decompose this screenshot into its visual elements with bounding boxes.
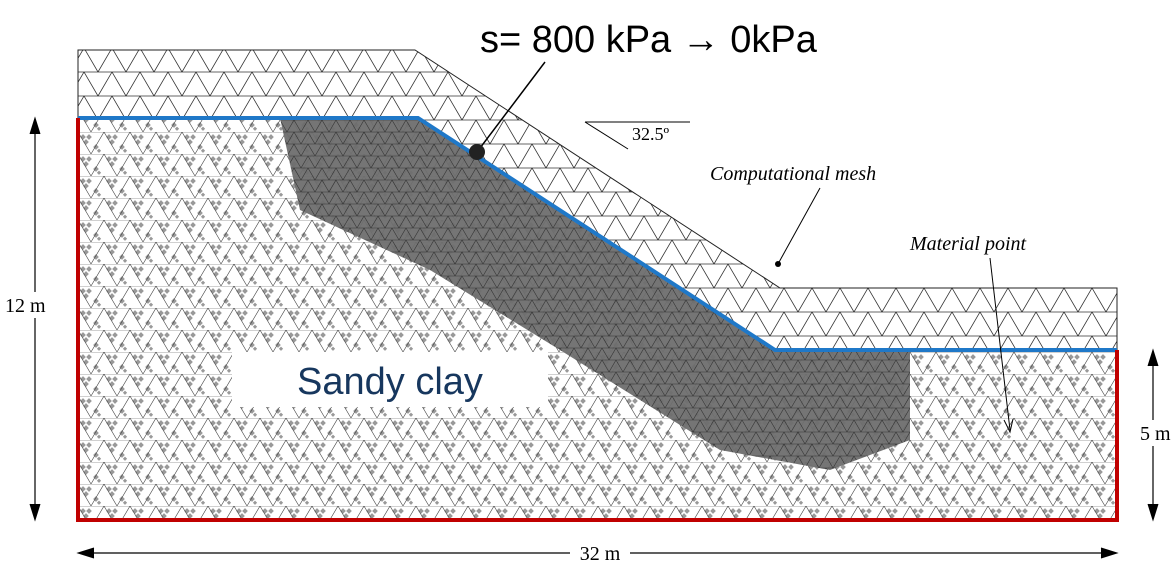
material-label: Sandy clay bbox=[297, 361, 483, 403]
dim-bottom-label: 32 m bbox=[580, 543, 621, 565]
slope-diagram: s= 800 kPa → 0kPa 32.5º Computational me… bbox=[0, 0, 1173, 566]
mesh-label: Computational mesh bbox=[710, 163, 876, 185]
angle-leg bbox=[585, 122, 628, 149]
point-label: Material point bbox=[909, 233, 1027, 255]
load-point bbox=[469, 144, 485, 160]
dim-right-label: 5 m bbox=[1140, 423, 1171, 445]
mesh-pointer-dot bbox=[775, 261, 781, 267]
dim-left-label: 12 m bbox=[5, 295, 46, 317]
slope-angle: 32.5º bbox=[632, 124, 670, 144]
mesh-pointer bbox=[778, 188, 820, 264]
load-label: s= 800 kPa → 0kPa bbox=[480, 19, 818, 61]
